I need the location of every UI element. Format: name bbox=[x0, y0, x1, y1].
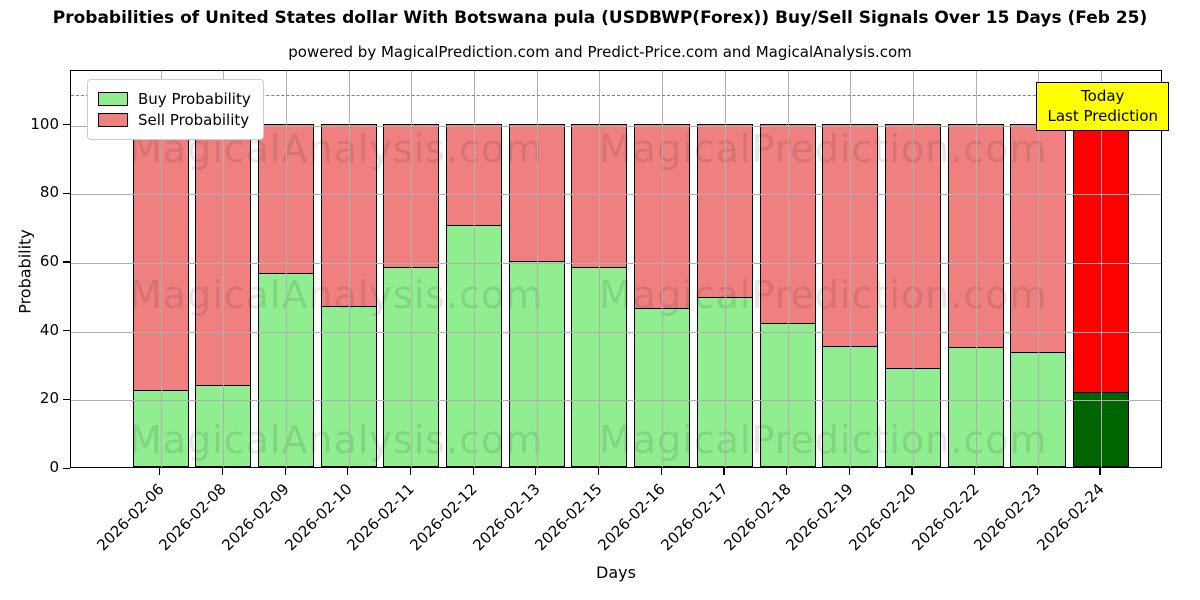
gridline-vertical bbox=[411, 71, 413, 467]
x-tick-mark bbox=[221, 468, 224, 475]
gridline-vertical bbox=[975, 71, 977, 467]
y-tick-label-40: 40 bbox=[39, 320, 59, 339]
watermark-prediction-row1: MagicalPrediction.com bbox=[599, 127, 1048, 171]
gridline-vertical bbox=[1038, 71, 1040, 467]
y-tick-mark bbox=[63, 330, 70, 332]
gridline-horizontal bbox=[71, 194, 1161, 196]
gridline-horizontal bbox=[71, 262, 1161, 264]
x-tick-mark bbox=[848, 468, 850, 475]
x-tick-mark bbox=[535, 468, 537, 475]
watermark-prediction-row2: MagicalPrediction.com bbox=[599, 273, 1048, 317]
plot-area: MagicalAnalysis.com MagicalPrediction.com… bbox=[70, 70, 1169, 468]
y-tick-label-100: 100 bbox=[30, 114, 59, 133]
x-tick-mark bbox=[660, 468, 662, 475]
watermark-analysis-row3: MagicalAnalysis.com bbox=[129, 418, 544, 462]
gridline-vertical bbox=[160, 71, 162, 467]
gridline-horizontal bbox=[71, 400, 1161, 402]
gridline-vertical bbox=[474, 71, 476, 467]
gridline-vertical bbox=[223, 71, 225, 467]
y-axis-title: Probability bbox=[15, 229, 35, 314]
gridline-vertical bbox=[348, 71, 350, 467]
x-tick-mark bbox=[1036, 468, 1038, 475]
y-tick-mark bbox=[63, 467, 70, 469]
upper-dashed-line bbox=[71, 94, 1161, 96]
legend-label-buy: Buy Probability bbox=[138, 90, 251, 108]
chart-subtitle: powered by MagicalPrediction.com and Pre… bbox=[288, 43, 912, 61]
y-tick-label-0: 0 bbox=[49, 458, 59, 476]
gridline-vertical bbox=[912, 71, 914, 467]
legend-row-sell: Sell Probability bbox=[98, 111, 251, 129]
gridline-vertical bbox=[536, 71, 538, 467]
y-tick-mark bbox=[63, 261, 70, 263]
x-tick-mark bbox=[472, 468, 474, 475]
chart-legend: Buy Probability Sell Probability bbox=[87, 79, 264, 140]
legend-label-sell: Sell Probability bbox=[138, 111, 250, 129]
today-annotation-line1: Today bbox=[1081, 87, 1125, 105]
x-axis-title: Days bbox=[596, 563, 636, 582]
y-tick-mark bbox=[63, 192, 70, 194]
gridline-vertical bbox=[1100, 71, 1102, 467]
gridline-horizontal bbox=[71, 331, 1161, 333]
gridline-vertical bbox=[787, 71, 789, 467]
gridline-vertical bbox=[599, 71, 601, 467]
x-tick-mark bbox=[347, 468, 349, 475]
y-tick-mark bbox=[63, 398, 70, 400]
x-tick-mark bbox=[159, 468, 161, 475]
y-tick-mark bbox=[63, 124, 70, 126]
x-tick-mark bbox=[597, 468, 600, 475]
today-annotation-line2: Last Prediction bbox=[1047, 107, 1158, 126]
x-tick-mark bbox=[284, 468, 286, 475]
gridline-vertical bbox=[662, 71, 664, 467]
gridline-vertical bbox=[286, 71, 288, 467]
y-tick-label-60: 60 bbox=[39, 251, 59, 270]
sell-swatch bbox=[98, 113, 128, 127]
y-tick-label-20: 20 bbox=[39, 389, 59, 408]
buy-swatch bbox=[98, 92, 128, 106]
chart-title: Probabilities of United States dollar Wi… bbox=[52, 8, 1148, 28]
x-tick-mark bbox=[409, 468, 412, 475]
watermark-prediction-row3: MagicalPrediction.com bbox=[599, 418, 1048, 462]
x-tick-mark bbox=[723, 468, 725, 475]
gridline-vertical bbox=[850, 71, 852, 467]
gridline-vertical bbox=[724, 71, 726, 467]
x-tick-mark bbox=[911, 468, 913, 475]
gridline-horizontal bbox=[71, 125, 1161, 127]
watermark-analysis-row2: MagicalAnalysis.com bbox=[129, 273, 544, 317]
y-tick-label-80: 80 bbox=[39, 183, 59, 202]
legend-row-buy: Buy Probability bbox=[98, 90, 251, 108]
x-tick-mark bbox=[1099, 468, 1101, 475]
x-tick-mark bbox=[786, 468, 788, 475]
today-annotation: Today Last Prediction bbox=[1036, 82, 1169, 131]
x-tick-mark bbox=[974, 468, 976, 475]
